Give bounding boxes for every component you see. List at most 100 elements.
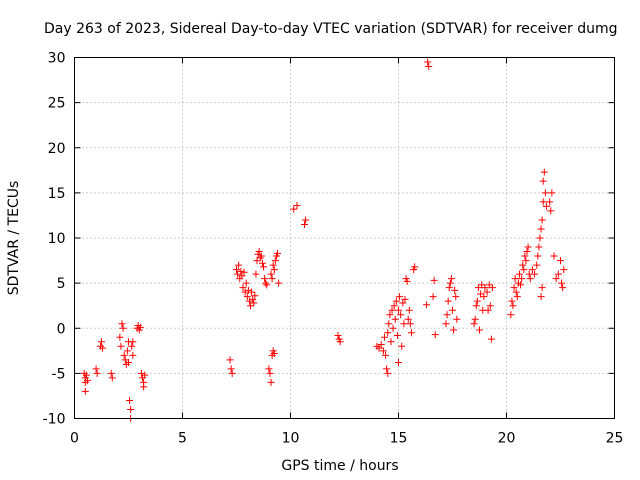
data-point <box>472 302 480 310</box>
grid <box>74 57 615 419</box>
data-point <box>425 63 433 71</box>
data-point <box>424 58 432 66</box>
data-point <box>476 326 483 334</box>
data-point <box>442 320 450 328</box>
data-point <box>377 340 385 348</box>
data-point <box>400 320 408 328</box>
data-point <box>141 371 149 379</box>
data-point <box>260 263 267 271</box>
data-point <box>533 261 541 269</box>
data-point <box>241 288 249 296</box>
data-point <box>453 315 461 323</box>
data-point <box>524 243 532 251</box>
x-tick-label: 0 <box>70 431 79 447</box>
data-point <box>541 189 549 197</box>
data-point <box>379 347 387 355</box>
x-axis-label: GPS time / hours <box>281 458 398 474</box>
axis-ticks <box>74 57 615 419</box>
x-tick-label: 10 <box>282 431 300 447</box>
y-tick-label: 10 <box>48 231 66 247</box>
data-point <box>558 279 566 287</box>
x-tick-label: 25 <box>606 431 624 447</box>
y-tick-label: 25 <box>48 96 66 112</box>
data-point <box>243 293 251 301</box>
data-point <box>270 266 278 274</box>
data-point <box>451 286 459 294</box>
data-point <box>559 284 567 292</box>
data-point <box>92 365 100 373</box>
data-point <box>128 342 136 350</box>
data-point <box>267 270 275 278</box>
data-point <box>404 315 412 323</box>
data-point <box>443 311 451 319</box>
data-point <box>275 279 283 287</box>
data-point <box>336 338 344 346</box>
data-point <box>382 351 390 359</box>
data-point <box>511 275 519 283</box>
data-point <box>301 220 309 228</box>
data-point <box>136 323 144 331</box>
data-point <box>375 344 383 352</box>
data-point <box>539 198 547 206</box>
data-point <box>249 295 257 303</box>
data-point <box>423 301 431 309</box>
data-point <box>108 374 116 382</box>
data-point <box>385 320 393 328</box>
data-points <box>80 58 568 422</box>
data-point <box>473 297 481 305</box>
data-point <box>445 284 453 292</box>
y-tick-label: 30 <box>48 51 66 67</box>
data-point <box>513 293 521 301</box>
y-axis-label: SDTVAR / TECUs <box>6 181 22 296</box>
x-tick-label: 15 <box>390 431 408 447</box>
data-point <box>240 268 248 276</box>
data-point <box>534 252 542 260</box>
data-point <box>507 311 515 319</box>
data-point <box>252 270 260 278</box>
data-point <box>117 342 125 350</box>
data-point <box>518 275 526 283</box>
data-point <box>82 371 90 379</box>
data-point <box>552 275 560 283</box>
data-point <box>267 378 275 386</box>
data-point <box>290 205 298 213</box>
data-point <box>392 297 400 305</box>
data-point <box>235 261 243 269</box>
data-point <box>531 270 539 278</box>
data-point <box>521 252 529 260</box>
data-point <box>430 276 438 284</box>
data-point <box>334 331 342 339</box>
data-point <box>302 216 310 224</box>
data-point <box>258 259 266 267</box>
data-point <box>397 311 405 319</box>
data-point <box>486 302 494 310</box>
data-point <box>391 315 399 323</box>
data-point <box>449 306 456 314</box>
data-point <box>233 266 240 274</box>
data-point <box>265 365 273 373</box>
data-point <box>510 284 518 292</box>
data-point <box>387 338 395 346</box>
data-point <box>548 189 556 197</box>
data-point <box>389 324 397 332</box>
data-point <box>509 302 517 310</box>
data-point <box>429 293 437 301</box>
data-point <box>554 270 562 278</box>
data-point <box>125 359 132 367</box>
data-point <box>129 338 137 346</box>
x-tick-label: 20 <box>498 431 516 447</box>
data-point <box>399 299 407 307</box>
chart-title: Day 263 of 2023, Sidereal Day-to-day VTE… <box>44 21 618 37</box>
data-point <box>263 281 271 289</box>
data-point <box>274 249 282 257</box>
data-point <box>116 333 124 341</box>
y-tick-label: 5 <box>57 276 66 292</box>
data-point <box>140 383 148 391</box>
data-point <box>538 216 546 224</box>
data-point <box>384 329 392 337</box>
data-point <box>384 369 392 377</box>
y-tick-label: 20 <box>48 141 66 157</box>
data-point <box>537 225 545 233</box>
data-point <box>517 281 525 289</box>
